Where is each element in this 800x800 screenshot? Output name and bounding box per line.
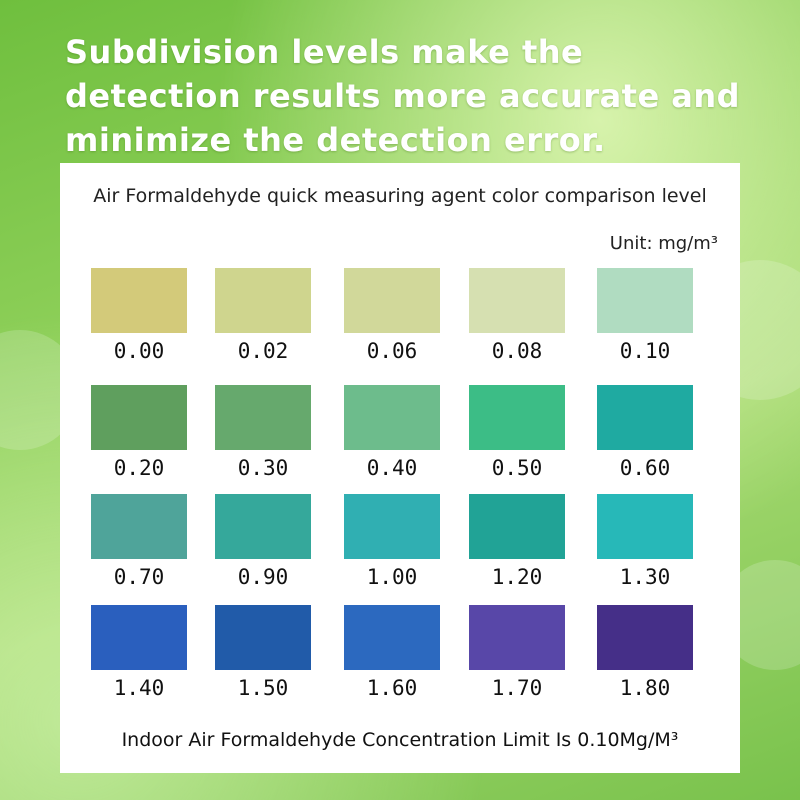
color-swatch-item: 1.40 — [91, 605, 187, 700]
concentration-value: 0.20 — [113, 456, 165, 480]
chart-title: Air Formaldehyde quick measuring agent c… — [93, 185, 707, 207]
concentration-value: 0.60 — [619, 456, 671, 480]
color-swatch-item: 0.60 — [597, 385, 693, 480]
color-swatch-item: 1.60 — [344, 605, 440, 700]
color-swatch-item: 0.08 — [469, 268, 565, 363]
color-swatch — [597, 268, 693, 333]
color-swatch — [344, 494, 440, 559]
headline: Subdivision levels make the detection re… — [65, 33, 741, 159]
concentration-value: 1.70 — [491, 676, 543, 700]
color-swatch-item: 0.02 — [215, 268, 311, 363]
concentration-value: 0.30 — [237, 456, 289, 480]
color-swatch-item: 0.30 — [215, 385, 311, 480]
concentration-value: 1.40 — [113, 676, 165, 700]
concentration-value: 0.50 — [491, 456, 543, 480]
color-swatch-item: 1.00 — [344, 494, 440, 589]
color-swatch-item: 1.70 — [469, 605, 565, 700]
concentration-value: 0.06 — [366, 339, 418, 363]
concentration-value: 0.40 — [366, 456, 418, 480]
color-swatch-item: 1.20 — [469, 494, 565, 589]
concentration-value: 0.90 — [237, 565, 289, 589]
unit-label: Unit: mg/m³ — [609, 233, 718, 254]
color-swatch-item: 0.70 — [91, 494, 187, 589]
color-swatch — [344, 385, 440, 450]
color-chart-card: Air Formaldehyde quick measuring agent c… — [60, 163, 740, 773]
color-swatch — [597, 494, 693, 559]
color-swatch — [91, 605, 187, 670]
concentration-value: 1.80 — [619, 676, 671, 700]
color-swatch-item: 1.80 — [597, 605, 693, 700]
color-swatch — [597, 605, 693, 670]
color-swatch — [469, 268, 565, 333]
color-swatch-item: 0.06 — [344, 268, 440, 363]
concentration-value: 1.60 — [366, 676, 418, 700]
color-swatch — [91, 494, 187, 559]
color-swatch — [215, 268, 311, 333]
color-swatch-item: 0.00 — [91, 268, 187, 363]
color-swatch — [469, 605, 565, 670]
concentration-value: 0.10 — [619, 339, 671, 363]
color-swatch-item: 0.10 — [597, 268, 693, 363]
color-swatch — [344, 605, 440, 670]
concentration-value: 1.20 — [491, 565, 543, 589]
concentration-value: 0.02 — [237, 339, 289, 363]
color-swatch — [597, 385, 693, 450]
color-swatch — [215, 605, 311, 670]
color-swatch-item: 1.30 — [597, 494, 693, 589]
concentration-value: 0.70 — [113, 565, 165, 589]
color-swatch-item: 0.40 — [344, 385, 440, 480]
color-swatch — [469, 385, 565, 450]
color-swatch — [91, 385, 187, 450]
color-swatch — [215, 494, 311, 559]
color-swatch — [469, 494, 565, 559]
concentration-value: 1.50 — [237, 676, 289, 700]
color-swatch — [344, 268, 440, 333]
color-swatch-item: 1.50 — [215, 605, 311, 700]
color-swatch — [215, 385, 311, 450]
swatch-grid: 0.00 0.02 0.06 0.08 0.10 0.20 0.30 0.40 0.50 0.60… — [60, 163, 740, 773]
concentration-value: 1.30 — [619, 565, 671, 589]
limit-note: Indoor Air Formaldehyde Concentration Li… — [121, 729, 679, 751]
color-swatch-item: 0.90 — [215, 494, 311, 589]
concentration-value: 0.00 — [113, 339, 165, 363]
concentration-value: 1.00 — [366, 565, 418, 589]
color-swatch-item: 0.50 — [469, 385, 565, 480]
concentration-value: 0.08 — [491, 339, 543, 363]
color-swatch — [91, 268, 187, 333]
color-swatch-item: 0.20 — [91, 385, 187, 480]
